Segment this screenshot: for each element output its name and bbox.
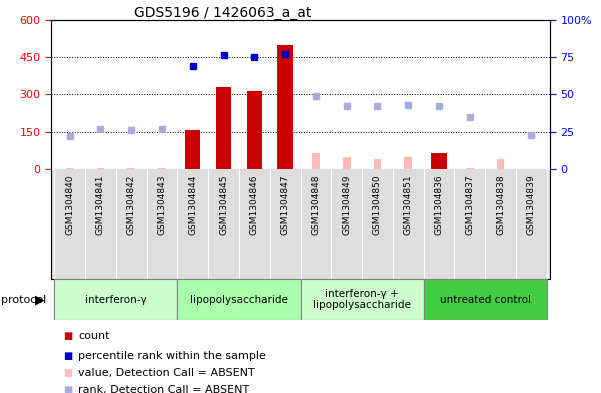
Text: GSM1304850: GSM1304850 xyxy=(373,174,382,235)
Bar xyxy=(404,156,412,169)
Text: GSM1304840: GSM1304840 xyxy=(65,174,74,235)
Bar xyxy=(497,159,504,169)
Bar xyxy=(466,168,474,169)
Bar xyxy=(246,90,262,169)
Text: GSM1304845: GSM1304845 xyxy=(219,174,228,235)
Text: GSM1304842: GSM1304842 xyxy=(127,174,136,235)
Bar xyxy=(343,156,350,169)
Bar xyxy=(66,168,73,169)
Text: GSM1304848: GSM1304848 xyxy=(311,174,320,235)
Text: interferon-γ +
lipopolysaccharide: interferon-γ + lipopolysaccharide xyxy=(313,289,411,310)
Text: percentile rank within the sample: percentile rank within the sample xyxy=(78,351,266,361)
Text: untreated control: untreated control xyxy=(440,295,531,305)
Bar xyxy=(216,87,231,169)
Bar xyxy=(278,44,293,169)
Text: value, Detection Call = ABSENT: value, Detection Call = ABSENT xyxy=(78,368,255,378)
Text: interferon-γ: interferon-γ xyxy=(85,295,147,305)
Bar xyxy=(185,130,200,169)
Text: protocol: protocol xyxy=(1,295,46,305)
Bar xyxy=(54,279,177,320)
Bar xyxy=(158,168,166,169)
Text: GSM1304844: GSM1304844 xyxy=(188,174,197,235)
Text: GSM1304846: GSM1304846 xyxy=(250,174,259,235)
Text: ▶: ▶ xyxy=(35,293,44,306)
Text: count: count xyxy=(78,331,109,341)
Text: ■: ■ xyxy=(63,385,72,393)
Bar xyxy=(374,159,381,169)
Text: GSM1304836: GSM1304836 xyxy=(435,174,444,235)
Bar xyxy=(300,279,424,320)
Bar xyxy=(424,279,547,320)
Bar xyxy=(97,168,104,169)
Text: GDS5196 / 1426063_a_at: GDS5196 / 1426063_a_at xyxy=(133,6,311,20)
Text: GSM1304839: GSM1304839 xyxy=(527,174,536,235)
Text: GSM1304851: GSM1304851 xyxy=(404,174,413,235)
Bar xyxy=(432,153,447,169)
Text: GSM1304843: GSM1304843 xyxy=(157,174,166,235)
Text: ■: ■ xyxy=(63,331,72,341)
Text: GSM1304838: GSM1304838 xyxy=(496,174,505,235)
Text: ■: ■ xyxy=(63,351,72,361)
Text: GSM1304847: GSM1304847 xyxy=(281,174,290,235)
Text: ■: ■ xyxy=(63,368,72,378)
Bar xyxy=(312,153,320,169)
Bar xyxy=(127,168,135,169)
Text: GSM1304841: GSM1304841 xyxy=(96,174,105,235)
Text: lipopolysaccharide: lipopolysaccharide xyxy=(190,295,288,305)
Text: rank, Detection Call = ABSENT: rank, Detection Call = ABSENT xyxy=(78,385,249,393)
Bar xyxy=(177,279,300,320)
Text: GSM1304849: GSM1304849 xyxy=(342,174,351,235)
Text: GSM1304837: GSM1304837 xyxy=(465,174,474,235)
